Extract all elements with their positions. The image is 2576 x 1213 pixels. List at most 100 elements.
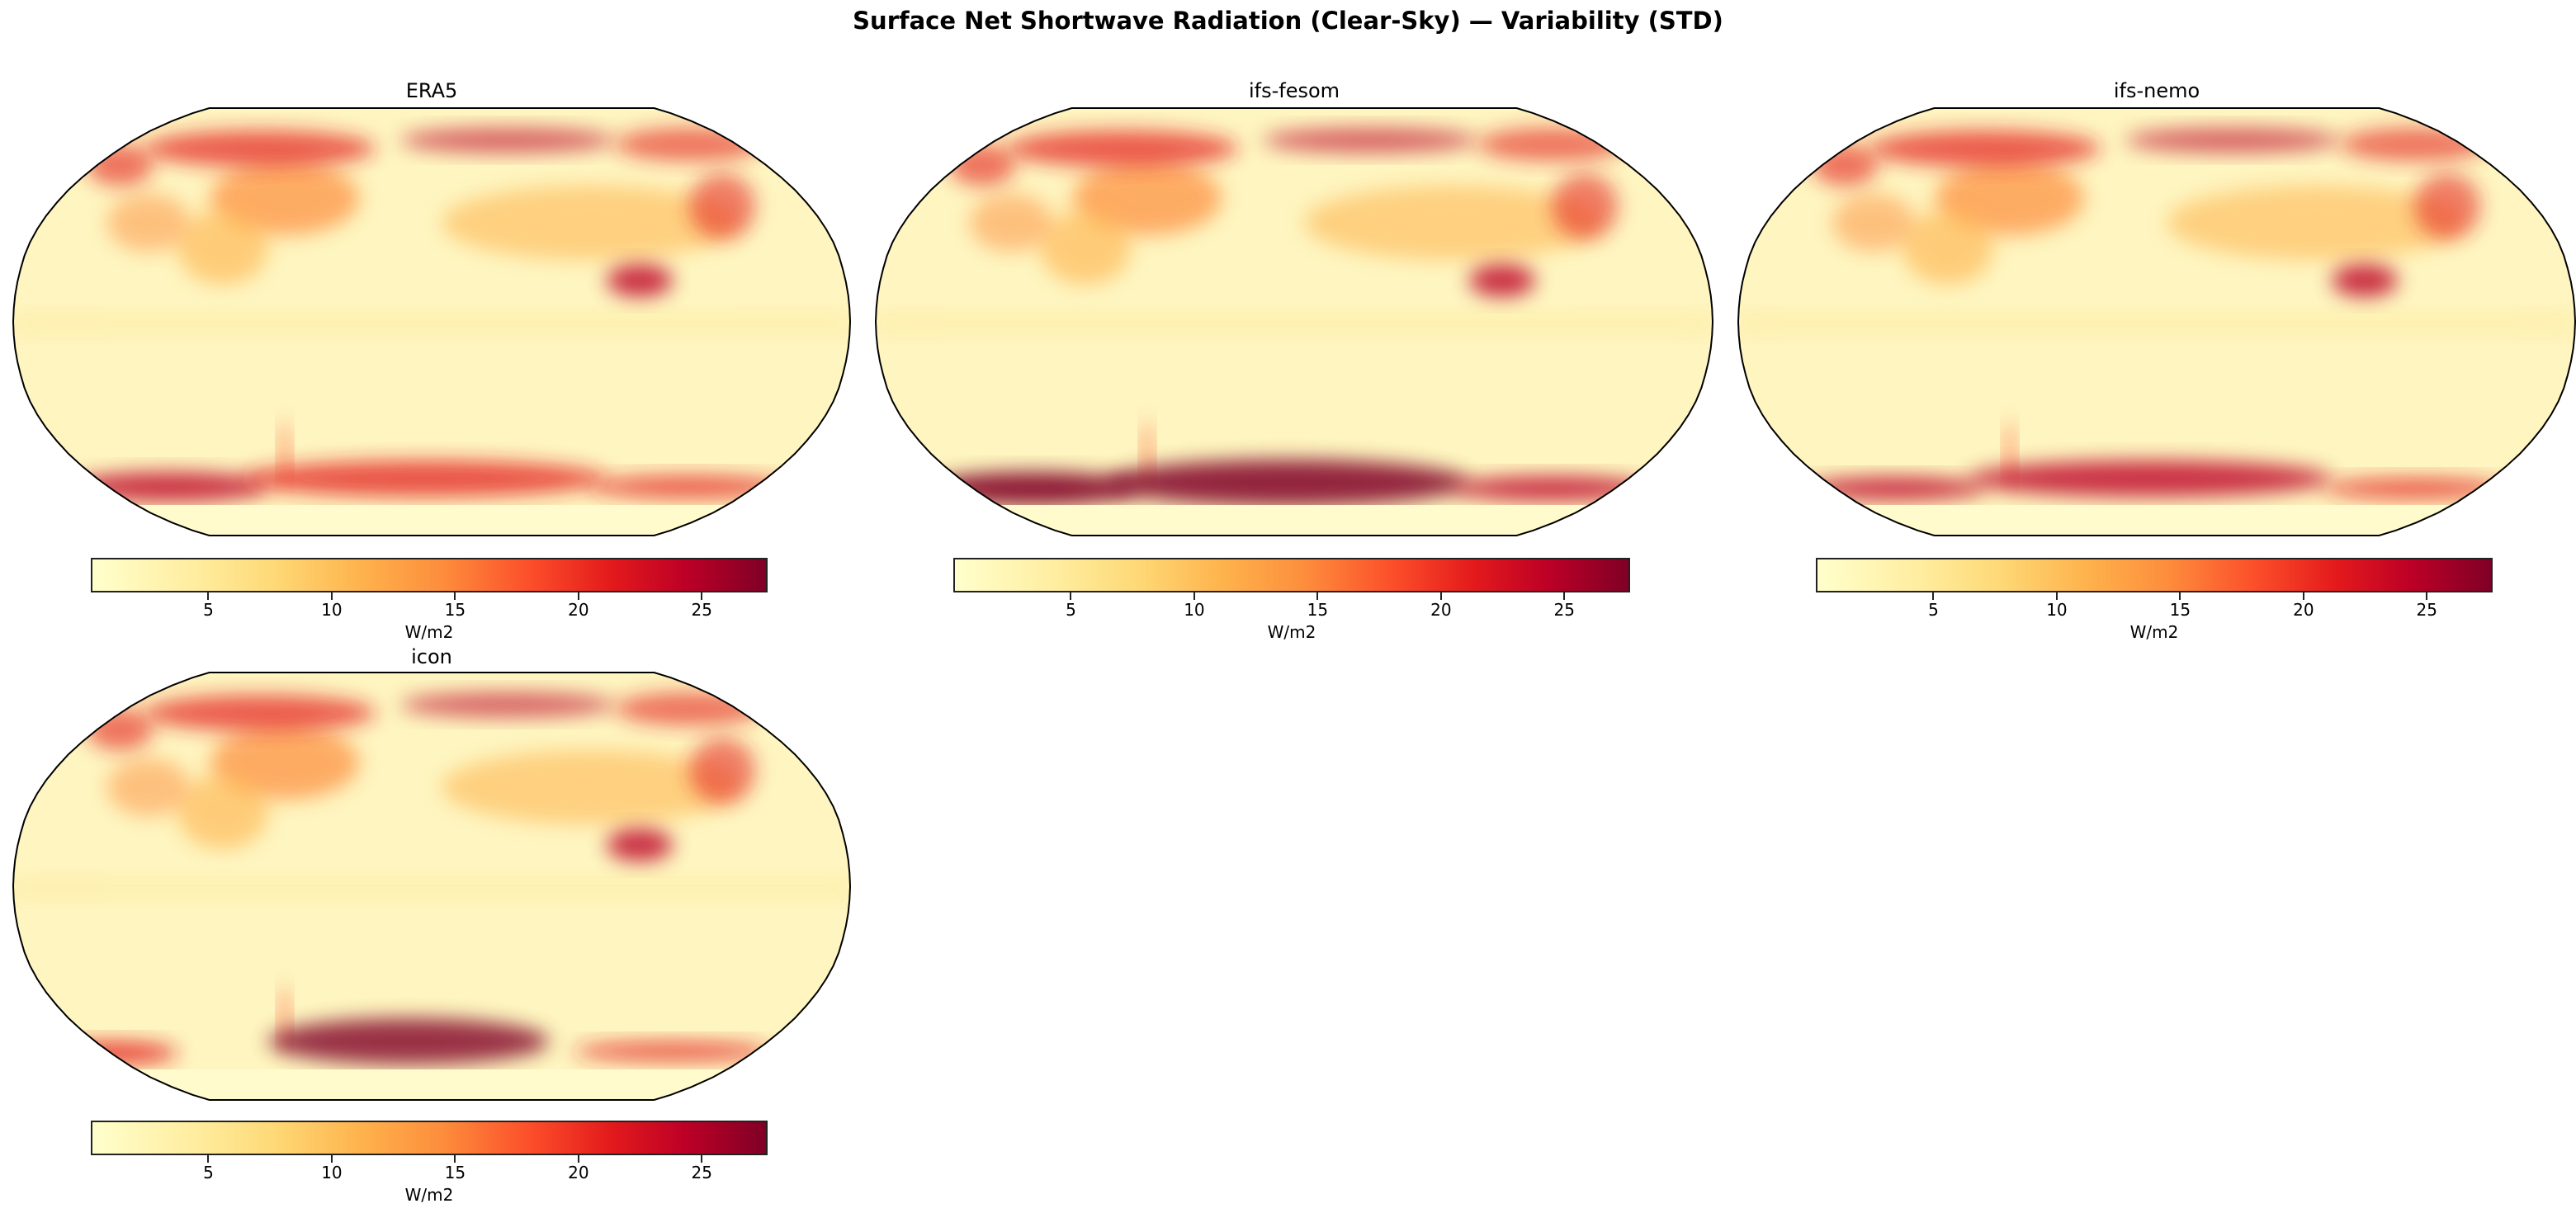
- panel-title: ifs-fesom: [1248, 79, 1340, 102]
- colorbar-tick: [1070, 592, 1072, 600]
- variability-region: [2332, 264, 2398, 297]
- variability-region: [1832, 194, 1915, 252]
- variability-region: [442, 186, 739, 260]
- robinson-map: [1737, 107, 2576, 536]
- variability-region: [400, 692, 615, 717]
- variability-region: [1477, 128, 1626, 161]
- map-outline: [12, 107, 851, 536]
- colorbar-tick-label: 10: [2046, 600, 2068, 620]
- variability-region: [1040, 210, 1131, 285]
- variability-region: [689, 173, 755, 239]
- colorbar-tick-label: 20: [568, 1163, 589, 1182]
- variability-region: [400, 128, 615, 153]
- colorbar-tick: [454, 1155, 456, 1163]
- figure-title: Surface Net Shortwave Radiation (Clear-S…: [853, 7, 1723, 35]
- colorbar-tick-label: 20: [568, 600, 589, 620]
- map-outline: [1737, 107, 2576, 536]
- variability-region: [177, 210, 268, 285]
- antarctica: [13, 505, 850, 536]
- panel-title: ERA5: [405, 79, 458, 102]
- colorbar-tick-label: 20: [1430, 600, 1452, 620]
- variability-region: [1304, 186, 1601, 260]
- robinson-map: [12, 672, 851, 1101]
- colorbar: 5 10 15 20 25: [953, 558, 1630, 620]
- variability-region: [1469, 264, 1535, 297]
- colorbar-tick-label: 25: [1553, 600, 1575, 620]
- colorbar-tick-label: 15: [444, 600, 466, 620]
- variability-region: [70, 472, 268, 502]
- colorbar-tick-label: 5: [203, 600, 214, 620]
- variability-region: [268, 1018, 549, 1064]
- equatorial-band: [13, 878, 850, 899]
- robinson-map: [875, 107, 1713, 536]
- variability-region: [144, 695, 376, 731]
- colorbar-tick-label: 10: [321, 1163, 343, 1182]
- antarctica: [876, 505, 1713, 536]
- colorbar-tick-label: 15: [1307, 600, 1329, 620]
- colorbar-label: W/m2: [2129, 622, 2179, 642]
- colorbar-tick: [1316, 592, 1319, 600]
- colorbar-tick: [701, 1155, 703, 1163]
- colorbar-tick: [577, 1155, 579, 1163]
- variability-region: [144, 130, 376, 167]
- map-outline: [875, 107, 1713, 536]
- antarctica: [1738, 505, 2575, 536]
- variability-region: [615, 692, 763, 725]
- variability-region: [2414, 173, 2480, 239]
- map-outline: [12, 672, 851, 1101]
- variability-region: [1263, 128, 1477, 153]
- robinson-map: [12, 107, 851, 536]
- variability-region: [177, 775, 268, 849]
- variability-region: [607, 828, 673, 861]
- equatorial-band: [13, 314, 850, 334]
- antarctica: [13, 1069, 850, 1100]
- colorbar-tick-label: 15: [444, 1163, 466, 1182]
- variability-region: [2167, 186, 2464, 260]
- colorbar-tick-label: 10: [1184, 600, 1205, 620]
- colorbar-tick-label: 25: [2416, 600, 2437, 620]
- equatorial-band: [1738, 314, 2575, 334]
- colorbar-label: W/m2: [1267, 622, 1316, 642]
- colorbar-tick-label: 5: [1066, 600, 1076, 620]
- panel-title: ifs-nemo: [2113, 79, 2200, 102]
- variability-region: [1803, 477, 1985, 500]
- variability-region: [442, 750, 739, 824]
- equatorial-band: [876, 314, 1713, 334]
- variability-region: [1007, 130, 1238, 167]
- variability-region: [1106, 460, 1469, 506]
- variability-region: [107, 194, 190, 252]
- colorbar-tick: [330, 592, 333, 600]
- colorbar-tick: [2055, 592, 2058, 600]
- colorbar-tick: [577, 592, 579, 600]
- colorbar-tick: [2179, 592, 2181, 600]
- colorbar-tick: [1439, 592, 1442, 600]
- variability-region: [2323, 478, 2505, 499]
- colorbar-tick: [2302, 592, 2304, 600]
- colorbar-tick: [454, 592, 456, 600]
- colorbar-tick-label: 25: [691, 1163, 712, 1182]
- panel-title: icon: [411, 645, 452, 668]
- colorbar-tick-label: 10: [321, 600, 343, 620]
- variability-region: [607, 264, 673, 297]
- colorbar: 5 10 15 20 25: [91, 1121, 768, 1182]
- colorbar-tick-label: 15: [2169, 600, 2191, 620]
- variability-region: [2340, 128, 2489, 161]
- colorbar-tick: [1563, 592, 1566, 600]
- colorbar-tick: [207, 1155, 210, 1163]
- variability-region: [1453, 476, 1651, 501]
- variability-region: [574, 1041, 772, 1061]
- variability-region: [689, 738, 755, 804]
- variability-region: [2125, 128, 2340, 153]
- colorbar-tick: [701, 592, 703, 600]
- variability-region: [1869, 130, 2101, 167]
- variability-region: [615, 128, 763, 161]
- colorbar: 5 10 15 20 25: [91, 558, 768, 620]
- colorbar: 5 10 15 20 25: [1816, 558, 2493, 620]
- colorbar-tick-label: 20: [2293, 600, 2314, 620]
- colorbar-tick-label: 5: [1928, 600, 1939, 620]
- variability-region: [107, 758, 190, 816]
- variability-region: [1969, 460, 2332, 497]
- variability-region: [243, 460, 607, 497]
- colorbar-label: W/m2: [404, 622, 454, 642]
- colorbar-tick-label: 25: [691, 600, 712, 620]
